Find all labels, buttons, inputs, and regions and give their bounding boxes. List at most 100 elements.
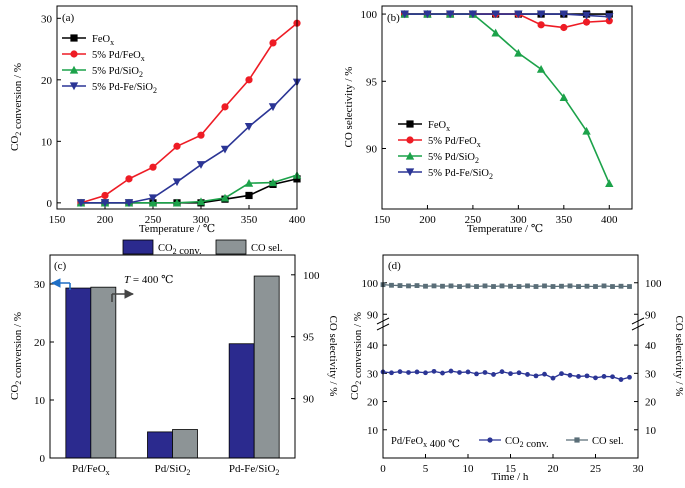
x-tick-label: 400	[601, 214, 618, 226]
data-point-5-pd-sio2	[172, 198, 182, 207]
data-point-co2-conv	[482, 370, 488, 375]
y2-tick-label: 40	[645, 340, 657, 352]
data-point-co2-conv	[525, 372, 530, 377]
legend-swatch-co-sel	[215, 239, 247, 255]
data-point-co-sel	[491, 284, 496, 289]
data-point-co2-conv	[499, 369, 505, 375]
data-point-co-sel	[465, 283, 471, 289]
data-point-5-pd-fe-sio2	[468, 10, 478, 19]
legend-label-5-pd-sio2: 5% Pd/SiO2	[428, 152, 479, 165]
bar-co-sel-pd-fe-sio2	[253, 275, 280, 459]
data-point-5-pd-sio2	[559, 93, 569, 102]
panel-a-frame	[56, 5, 298, 210]
data-point-co2-conv	[559, 371, 564, 377]
series-line-co-sel	[382, 283, 630, 288]
panel-a-label: (a)	[62, 12, 75, 24]
bar-co2-conv-pd-sio2	[147, 431, 173, 459]
series-line-5-pd-fe-sio2	[404, 13, 610, 18]
data-point-co-sel	[448, 283, 454, 289]
data-point-5-pd-fe-sio2	[220, 145, 230, 154]
data-point-co-sel	[516, 284, 522, 289]
panel-b-frame	[381, 5, 633, 210]
data-point-co2-conv	[618, 377, 624, 382]
x-tick-label: 200	[419, 214, 436, 226]
data-point-5-pd-fe-sio2	[76, 199, 86, 208]
y-tick-label: 30	[367, 368, 379, 380]
data-point-5-pd-fe-sio2	[423, 10, 432, 19]
data-point-5-pd-feox	[221, 103, 229, 111]
data-point-co-sel	[508, 283, 513, 289]
legend-label-5-pd-feox: 5% Pd/FeOx	[428, 136, 481, 149]
data-point-feox	[245, 191, 253, 200]
category-label-pd-sio2: Pd/SiO2	[155, 463, 191, 477]
panel-d-ylabel: CO2 conversion / %	[349, 312, 364, 400]
legend-label-5-pd-fe-sio2: 5% Pd-Fe/SiO2	[92, 82, 157, 95]
data-point-5-pd-fe-sio2	[268, 103, 278, 112]
data-point-co-sel	[550, 284, 556, 289]
data-point-co-sel	[576, 284, 581, 289]
data-point-co2-conv	[389, 370, 394, 376]
x-tick-label: 25	[590, 463, 602, 475]
legend-marker-5-pd-fe-sio2	[405, 168, 415, 177]
data-point-5-pd-fe-sio2	[536, 10, 546, 19]
data-point-co2-conv	[593, 375, 598, 381]
y-tick-label: 20	[41, 75, 53, 87]
panel-d-legend: CO2 conv. CO sel.	[479, 436, 624, 450]
panel-c-frame	[49, 254, 296, 459]
data-point-5-pd-fe-sio2	[582, 11, 591, 20]
data-point-co-sel	[431, 283, 437, 289]
data-point-5-pd-feox	[149, 163, 157, 171]
panel-a-legend: FeOx 5% Pd/FeOx 5% Pd/SiO2 5% Pd-Fe/SiO2	[62, 34, 157, 95]
data-point-co2-conv	[431, 368, 437, 374]
category-label-pd-feox: Pd/FeOx	[72, 463, 110, 477]
data-point-co2-conv	[601, 374, 607, 379]
data-point-co-sel	[533, 284, 539, 289]
panel-b-series	[400, 9, 614, 188]
data-point-co-sel	[593, 284, 598, 289]
panel-c-y2label: CO selectivity / %	[327, 316, 339, 397]
legend-marker-5-pd-sio2	[405, 151, 415, 160]
y2-tick-label: 100	[645, 278, 662, 290]
data-point-co-sel	[414, 283, 420, 288]
legend-label-feox: FeOx	[428, 120, 450, 133]
legend-swatch-co2-conv	[122, 239, 154, 255]
data-point-co-sel	[474, 284, 479, 289]
panel-d-series	[380, 282, 632, 382]
data-point-co2-conv	[448, 368, 454, 374]
data-point-5-pd-fe-sio2	[100, 199, 110, 208]
data-point-co2-conv	[457, 370, 462, 375]
x-tick-label: 350	[556, 214, 573, 226]
data-point-co2-conv	[610, 374, 615, 380]
data-point-co-sel	[440, 283, 445, 289]
x-tick-label: 10	[463, 463, 475, 475]
y2-tick-label: 100	[303, 270, 320, 282]
y-tick-label: 30	[34, 279, 46, 291]
data-point-co-sel	[610, 284, 615, 289]
y2-tick-label: 30	[645, 368, 657, 380]
data-point-5-pd-feox	[125, 175, 133, 183]
y-tick-label: 100	[361, 9, 378, 21]
data-point-co2-conv	[533, 373, 539, 379]
y-tick-label: 20	[367, 397, 379, 409]
data-point-5-pd-sio2	[582, 126, 591, 135]
panel-a-series	[76, 19, 302, 208]
y-tick-label: 40	[367, 340, 379, 352]
x-tick-label: 250	[465, 214, 482, 226]
data-point-5-pd-fe-sio2	[244, 122, 254, 131]
legend-label-feox: FeOx	[92, 34, 114, 47]
data-point-5-pd-feox	[173, 142, 181, 150]
panel-d-label: (d)	[388, 260, 401, 272]
y2-tick-label: 10	[645, 425, 657, 437]
data-point-5-pd-sio2	[148, 198, 158, 207]
y-tick-label: 0	[47, 198, 53, 210]
y2-tick-label: 90	[645, 309, 657, 321]
y-tick-label: 10	[367, 425, 379, 437]
data-point-co2-conv	[440, 370, 445, 376]
panel-d-annotation: Pd/FeOx 400 ℃	[391, 436, 460, 450]
data-point-co2-conv	[397, 369, 403, 375]
x-tick-label: 200	[97, 214, 114, 226]
data-point-5-pd-fe-sio2	[400, 10, 409, 19]
data-point-5-pd-sio2	[244, 178, 254, 187]
bar-co2-conv-pd-fe-sio2	[228, 343, 255, 459]
